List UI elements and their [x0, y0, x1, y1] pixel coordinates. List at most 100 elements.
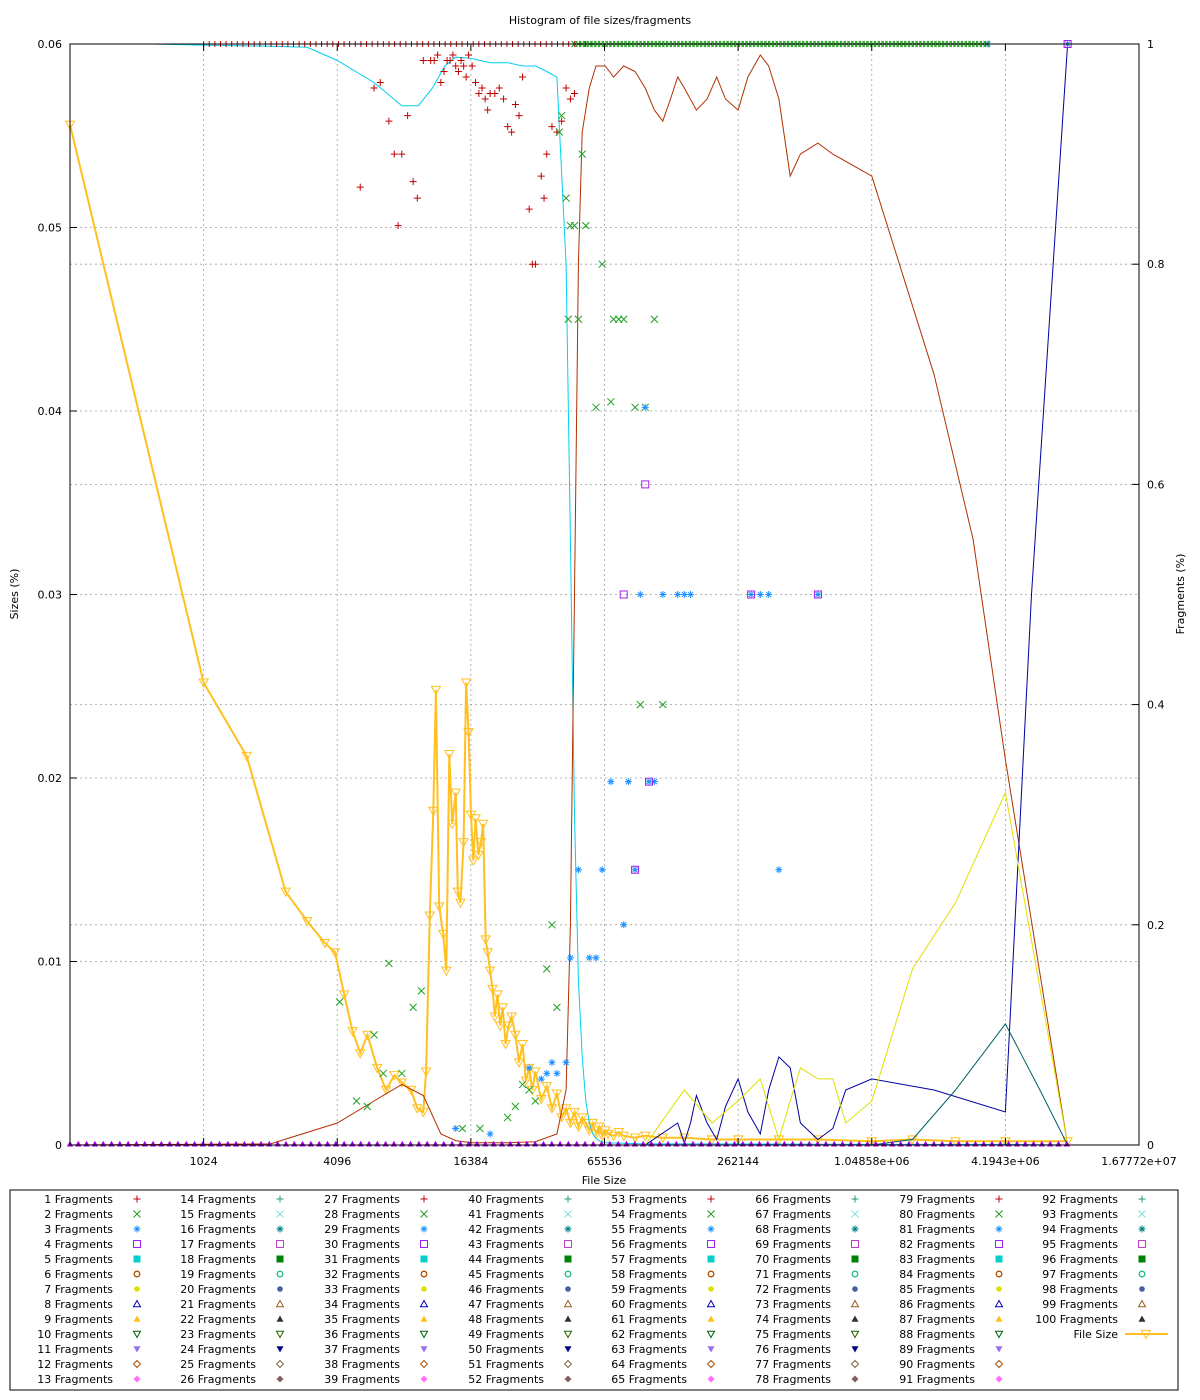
data-point [409, 1003, 417, 1012]
legend-label: 46 Fragments [468, 1283, 544, 1296]
legend-label: 6 Fragments [44, 1268, 113, 1281]
legend-label: 22 Fragments [180, 1313, 256, 1326]
data-point [641, 480, 650, 489]
data-point [419, 57, 427, 65]
data-point [356, 183, 364, 191]
series-line-0 [69, 124, 1068, 1143]
legend-label: 89 Fragments [899, 1343, 975, 1356]
legend: 1 Fragments 2 Fragments 3 Fragments 4 Fragm… [9, 1189, 1179, 1391]
data-point [191, 1140, 198, 1147]
legend-label: 79 Fragments [899, 1193, 975, 1206]
legend-marker [995, 1375, 1003, 1383]
legend-label: 86 Fragments [899, 1298, 975, 1311]
legend-marker [994, 1359, 1004, 1369]
legend-marker [995, 1346, 1003, 1353]
file-size-point [241, 751, 252, 762]
file-size-point [773, 1135, 785, 1146]
legend-marker [276, 1255, 284, 1263]
legend-marker [708, 1286, 714, 1292]
data-point [631, 866, 639, 874]
data-point [374, 1140, 381, 1147]
series-line-4 [70, 1022, 1069, 1146]
file-size-point [560, 1104, 572, 1114]
data-point [570, 221, 579, 230]
data-point [922, 1140, 929, 1147]
file-size-point [608, 1131, 619, 1142]
legend-label: 52 Fragments [468, 1373, 544, 1386]
data-point [531, 260, 539, 268]
data-point [454, 68, 462, 76]
legend-marker [276, 1240, 284, 1248]
legend-label: 13 Fragments [37, 1373, 113, 1386]
data-point [562, 194, 570, 202]
data-point [332, 1140, 340, 1147]
data-point [108, 1140, 115, 1147]
legend-marker [564, 1346, 572, 1353]
legend-marker [995, 1255, 1003, 1263]
legend-marker [707, 1375, 715, 1383]
legend-label: 56 Fragments [611, 1238, 687, 1251]
data-point [75, 1140, 82, 1147]
series-line-1 [70, 43, 1068, 1146]
data-point [282, 1140, 290, 1147]
file-size-point [443, 750, 455, 760]
file-size-point [535, 1095, 547, 1105]
data-point [592, 403, 600, 412]
legend-label: File Size [1074, 1328, 1119, 1341]
y-tick-label: 0.04 [38, 405, 63, 418]
data-point [409, 178, 417, 186]
data-point [531, 1097, 540, 1105]
legend-marker [564, 1255, 572, 1263]
data-point [458, 1124, 467, 1133]
file-size-point [530, 1067, 541, 1078]
data-point [440, 1140, 448, 1147]
file-size-point [517, 1039, 528, 1050]
data-point [574, 315, 583, 324]
legend-marker [1138, 1210, 1146, 1218]
data-point [548, 123, 556, 131]
data-point [518, 1080, 527, 1089]
data-point [543, 150, 551, 158]
data-point [498, 1140, 506, 1147]
legend-marker [276, 1375, 284, 1383]
legend-label: 87 Fragments [899, 1313, 975, 1326]
legend-label: 41 Fragments [468, 1208, 544, 1221]
legend-marker [563, 1299, 573, 1308]
legend-marker [420, 1315, 428, 1322]
legend-label: 38 Fragments [324, 1358, 400, 1371]
data-point [806, 1140, 813, 1147]
data-point [631, 865, 640, 874]
legend-label: 62 Fragments [611, 1328, 687, 1341]
data-point [525, 1086, 534, 1094]
file-size-point [866, 1137, 878, 1147]
y2-tick-label: 0 [1147, 1139, 1154, 1152]
x-tick-label: 1024 [190, 1155, 218, 1168]
data-point [370, 1031, 378, 1039]
legend-marker [851, 1315, 859, 1322]
data-point [357, 1140, 364, 1147]
legend-marker [134, 1286, 140, 1292]
legend-marker [851, 1375, 859, 1383]
legend-marker [132, 1330, 142, 1339]
legend-label: 20 Fragments [180, 1283, 256, 1296]
legend-marker [133, 1210, 141, 1218]
legend-frame [9, 1189, 1179, 1391]
file-size-point [541, 1082, 553, 1092]
data-point [658, 700, 667, 709]
legend-label: 37 Fragments [324, 1343, 400, 1356]
data-point [83, 1140, 90, 1147]
file-size-point [446, 819, 458, 830]
file-size-point [503, 1021, 514, 1032]
legend-label: 9 Fragments [44, 1313, 113, 1326]
data-point [141, 1140, 148, 1147]
legend-label: 47 Fragments [468, 1298, 544, 1311]
legend-label: 88 Fragments [899, 1328, 975, 1341]
legend-label: 78 Fragments [755, 1373, 831, 1386]
legend-label: 58 Fragments [611, 1268, 687, 1281]
data-point [540, 1140, 547, 1147]
data-point [417, 987, 426, 995]
data-point [478, 84, 486, 92]
data-point [511, 101, 519, 109]
data-point [423, 1140, 431, 1147]
y-tick-label: 0.03 [38, 589, 63, 602]
